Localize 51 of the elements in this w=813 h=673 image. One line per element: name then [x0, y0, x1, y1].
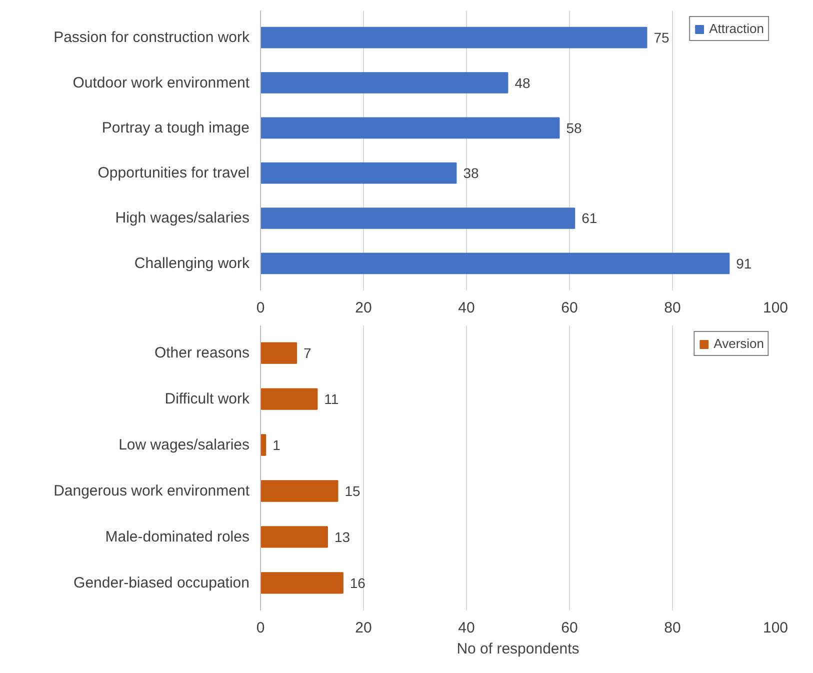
x-axis-title: No of respondents: [456, 640, 580, 658]
y-tick-label: Passion for construction work: [54, 29, 250, 46]
bar: [260, 342, 298, 364]
data-label: 11: [324, 391, 339, 408]
data-label: 58: [566, 120, 582, 136]
bar: [260, 252, 730, 274]
x-tick-label: 100: [762, 620, 788, 636]
x-tick-label: 0: [256, 620, 265, 636]
x-tick-label: 60: [561, 620, 578, 636]
bar: [260, 26, 648, 48]
x-tick-label: 80: [664, 620, 681, 636]
data-label: 13: [334, 528, 350, 545]
x-tick-label: 40: [458, 620, 475, 636]
bar: [260, 572, 344, 594]
y-tick-label: Opportunities for travel: [98, 164, 250, 182]
data-label: 61: [582, 210, 598, 226]
data-label: 1: [272, 437, 281, 454]
y-tick-label: Outdoor work environment: [72, 74, 250, 92]
y-tick-label: Gender-biased occupation: [74, 574, 250, 592]
data-label: 15: [344, 482, 361, 499]
y-tick-label: Other reasons: [154, 344, 250, 362]
y-tick-label: Challenging work: [134, 254, 250, 272]
bar: [260, 117, 560, 139]
bar: [260, 388, 318, 410]
bar: [260, 434, 266, 456]
data-label: 7: [304, 345, 312, 362]
data-label: 38: [463, 165, 479, 182]
bar: [260, 72, 508, 94]
x-tick-label: 20: [355, 300, 372, 316]
legend-label: Attraction: [709, 21, 764, 36]
x-tick-label: 40: [458, 300, 475, 316]
data-label: 16: [350, 574, 366, 591]
y-tick-label: Low wages/salaries: [118, 436, 250, 454]
legend-label: Aversion: [714, 336, 764, 351]
y-tick-label: Dangerous work environment: [54, 482, 250, 500]
y-tick-label: Portray a tough image: [102, 119, 250, 136]
x-tick-label: 100: [762, 300, 788, 316]
bar: [260, 208, 576, 229]
y-tick-label: Difficult work: [164, 390, 250, 408]
x-tick-label: 20: [355, 620, 372, 636]
bar: [260, 480, 338, 502]
data-label: 91: [736, 255, 752, 272]
x-tick-label: 60: [561, 300, 578, 316]
bar: [260, 526, 328, 548]
y-tick-label: High wages/salaries: [115, 210, 250, 227]
data-label: 48: [514, 74, 530, 91]
data-label: 75: [654, 30, 670, 46]
y-tick-label: Male-dominated roles: [105, 528, 250, 546]
x-tick-label: 80: [664, 300, 681, 316]
x-tick-label: 0: [256, 300, 265, 316]
bar: [260, 162, 457, 184]
